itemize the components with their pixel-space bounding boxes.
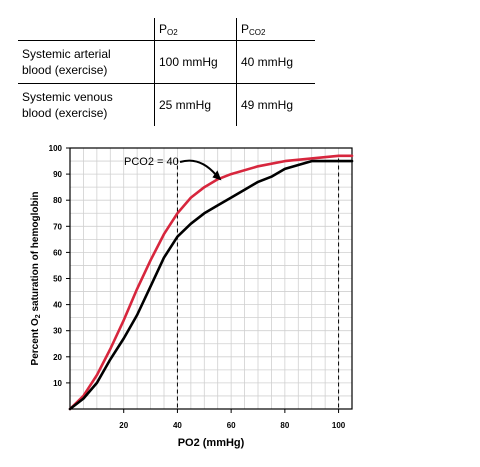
y-axis-label: Percent O2 saturation of hemoglobin [30,192,42,366]
row-label-line1: Systemic arterial [22,47,111,61]
pco2-header-sub: CO2 [249,27,266,37]
y-tick-label: 70 [53,222,62,231]
table-row: Systemic venous blood (exercise) 25 mmHg … [18,83,315,126]
row-label-line1: Systemic venous [22,90,113,104]
y-axis-label-prefix: Percent O [30,318,41,365]
annotation-group: PCO2 = 40 [124,156,222,181]
series-line-pco2-40 [68,154,354,411]
table-header-po2: PO2 [154,18,237,41]
row-pco2: 40 mmHg [236,40,315,84]
row-label-line2: blood (exercise) [22,63,108,77]
y-tick-label: 80 [53,196,62,205]
row-label-line2: blood (exercise) [22,106,108,120]
y-tick-label: 40 [53,301,62,310]
x-tick-label: 20 [119,421,128,430]
y-tick-label: 30 [53,327,62,336]
row-po2: 25 mmHg [154,83,237,126]
gas-values-table: PO2 PCO2 Systemic arterial blood (exercis… [18,18,315,126]
y-tick-label: 100 [49,144,63,153]
x-tick-label: 60 [227,421,236,430]
annotation-arrow [179,159,218,176]
row-pco2: 49 mmHg [241,98,294,112]
annotation-label: PCO2 = 40 [124,156,179,168]
series-lines [68,154,354,411]
annotation-arrowhead [212,170,222,181]
po2-header-sub: O2 [167,27,178,37]
y-axis-label-sub: 2 [35,314,42,318]
row-label: Systemic arterial blood (exercise) [18,40,155,84]
tick-labels: 20 40 60 80 100 10 20 30 40 50 60 70 80 90 100 [49,144,346,430]
y-tick-label: 20 [53,353,62,362]
table-header-pco2: PCO2 [236,18,315,41]
y-tick-label: 90 [53,170,62,179]
y-tick-label: 10 [53,379,62,388]
chart-grid [70,147,352,409]
pco2-header-main: P [241,21,250,36]
chart-axes [66,147,353,413]
x-axis-label: PO2 (mmHg) [178,437,245,449]
table-row: Systemic arterial blood (exercise) 100 mm… [18,40,315,84]
series-line-black [68,159,354,411]
row-label: Systemic venous blood (exercise) [18,83,155,126]
x-tick-label: 100 [332,421,346,430]
y-tick-label: 50 [53,275,62,284]
row-po2: 100 mmHg [154,40,237,84]
y-axis-label-suffix: saturation of hemoglobin [30,192,41,315]
table-header-row: PO2 PCO2 [18,18,315,41]
x-tick-label: 40 [173,421,182,430]
po2-header-main: P [159,21,168,36]
y-tick-label: 60 [53,248,62,257]
table-header-blank [18,18,155,41]
x-tick-label: 80 [280,421,289,430]
